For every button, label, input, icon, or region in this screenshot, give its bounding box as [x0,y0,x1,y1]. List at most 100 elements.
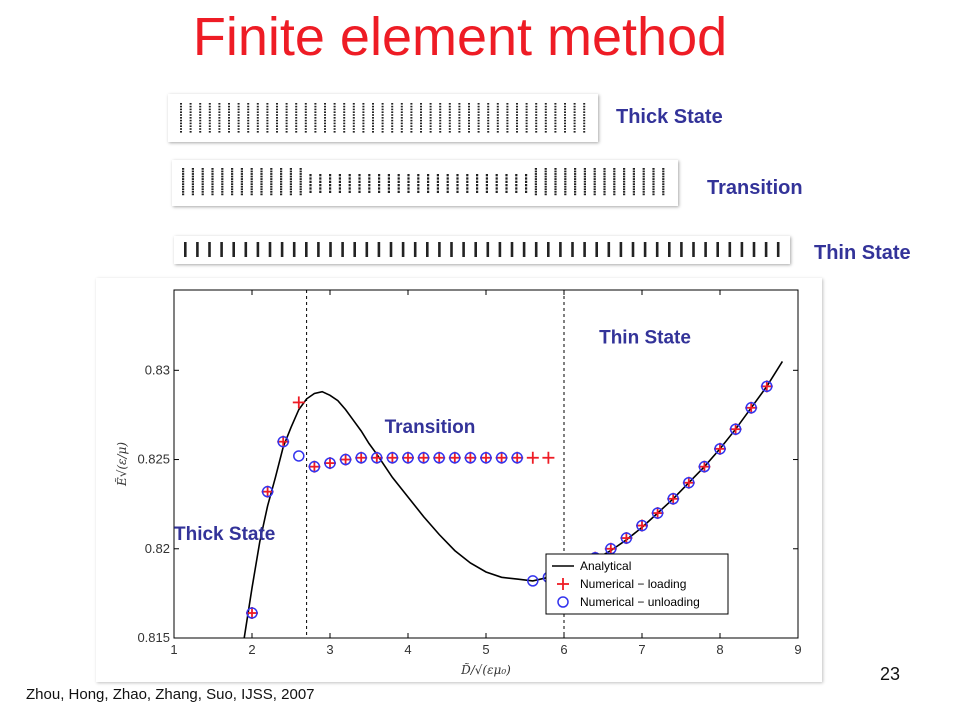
mesh-cell [191,170,194,173]
mesh-cell [583,128,586,130]
mesh-cell [652,168,655,170]
mesh-cell [285,128,288,130]
mesh-cell [642,193,645,196]
mesh-cell [250,168,253,170]
mesh-cell [487,128,490,130]
mesh-cell [289,180,292,183]
mesh-cell [391,117,394,119]
mesh-cell [228,105,230,108]
mesh-cell [417,187,420,190]
mesh-cell [468,122,470,125]
mesh-cell [199,103,202,105]
mesh-cell [270,190,273,193]
mesh-cell [534,193,537,196]
mesh-cell [496,108,499,111]
mesh-bar [764,242,768,257]
mesh-cell [410,103,413,105]
mesh-cell [574,190,577,193]
mesh-bar [728,242,732,257]
mesh-cell [333,119,336,122]
mesh-cell [544,131,547,133]
mesh-cell [391,128,394,130]
mesh-cell [407,184,410,187]
mesh-cell [372,114,374,116]
mesh-cell [231,190,234,193]
mesh-cell [343,128,346,130]
loading-marker [542,451,555,464]
mesh-cell [218,111,221,113]
mesh-cell [391,108,394,111]
mesh-cell [237,103,240,105]
mesh-cell [191,193,194,196]
mesh-cell [516,125,518,127]
mesh-cell [544,180,547,183]
mesh-cell [295,117,298,119]
mesh-cell [324,125,326,127]
mesh-cell [534,175,537,178]
mesh-cell [564,125,566,127]
mesh-cell [516,114,518,116]
mesh-cell [495,190,498,193]
mesh-cell [329,187,332,190]
mesh-cell [211,173,214,175]
mesh-cell [299,175,302,178]
mesh-cell [247,111,250,113]
mesh-cell [333,111,336,113]
mesh-cell [632,193,635,196]
mesh-cell [247,105,250,108]
mesh-cell [429,105,432,108]
mesh-cell [485,190,488,193]
mesh-cell [506,122,509,125]
mesh-cell [348,180,351,183]
mesh-cell [427,180,430,183]
mesh-bar [353,242,356,257]
loading-marker [729,423,742,436]
mesh-cell [448,103,451,105]
mesh-cell [208,125,211,127]
mesh-cell [381,111,384,113]
mesh-cell [180,114,182,116]
mesh-cell [417,177,420,180]
mesh-cell [554,178,557,180]
mesh-cell [448,108,451,111]
mesh-cell [324,122,326,125]
mesh-cell [199,105,202,108]
mesh-cell [652,193,655,196]
x-tick-label: 6 [560,642,567,657]
mesh-cell [208,114,211,116]
mesh-cell [256,108,259,111]
mesh-cell [429,128,432,130]
mesh-cell [362,108,365,111]
mesh-cell [420,119,422,122]
mesh-cell [487,125,490,127]
mesh-cell [260,168,263,170]
mesh-cell [343,103,346,105]
mesh-cell [358,180,361,183]
mesh-cell [189,114,192,116]
mesh-cell [564,178,567,180]
mesh-cell [333,128,336,130]
loading-marker [620,532,633,545]
mesh-cell [285,111,288,113]
mesh-cell [295,131,298,133]
mesh-cell [189,122,192,125]
mesh-bar [704,242,707,257]
mesh-cell [285,125,288,127]
mesh-cell [372,117,374,119]
mesh-cell [603,193,606,196]
mesh-cell [211,188,214,191]
mesh-cell [338,187,341,190]
mesh-cell [285,108,288,111]
mesh-cell [333,122,336,125]
mesh-cell [368,190,371,193]
mesh-cell [487,108,490,111]
mesh-cell [407,187,410,190]
mesh-cell [338,177,341,180]
loading-marker [277,435,290,448]
mesh-cell [285,103,288,105]
mesh-cell [613,173,616,175]
mesh-cell [378,177,381,180]
mesh-cell [429,122,432,125]
mesh-cell [564,180,567,183]
mesh-cell [180,119,182,122]
